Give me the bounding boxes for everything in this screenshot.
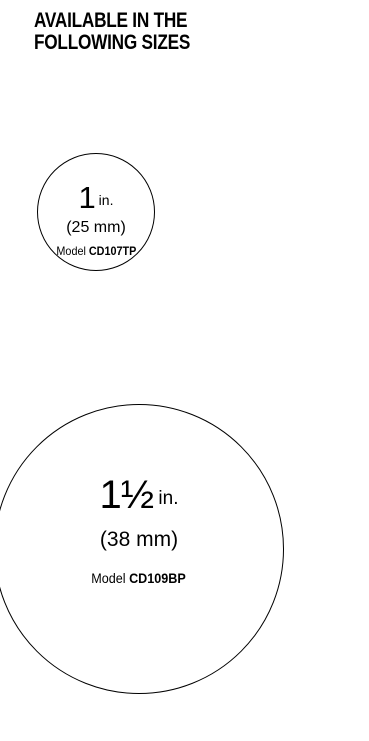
model-label: Model CD109BP (0, 570, 283, 586)
size-unit: in. (98, 192, 114, 208)
sizes-heading: AVAILABLE IN THE FOLLOWING SIZES (34, 10, 190, 54)
model-prefix: Model (91, 570, 127, 586)
size-label: 1½ in. (0, 475, 283, 519)
heading-line-2: FOLLOWING SIZES (34, 31, 191, 54)
size-label: 1 in. (38, 182, 154, 214)
size-number: 1 (78, 180, 96, 215)
model-code: CD109BP (129, 570, 187, 586)
size-unit: in. (158, 488, 179, 509)
metric-size: (38 mm) (99, 528, 179, 551)
model-label: Model CD107TP (38, 244, 154, 258)
metric-size: (25 mm) (66, 219, 126, 236)
size-circle-small: 1 in. (25 mm) Model CD107TP (37, 153, 155, 271)
size-circle-large: 1½ in. (38 mm) Model CD109BP (0, 404, 284, 694)
model-prefix: Model (56, 244, 86, 258)
size-number: 1½ (99, 473, 155, 517)
heading-line-1: AVAILABLE IN THE (34, 9, 188, 32)
model-code: CD107TP (88, 244, 136, 258)
